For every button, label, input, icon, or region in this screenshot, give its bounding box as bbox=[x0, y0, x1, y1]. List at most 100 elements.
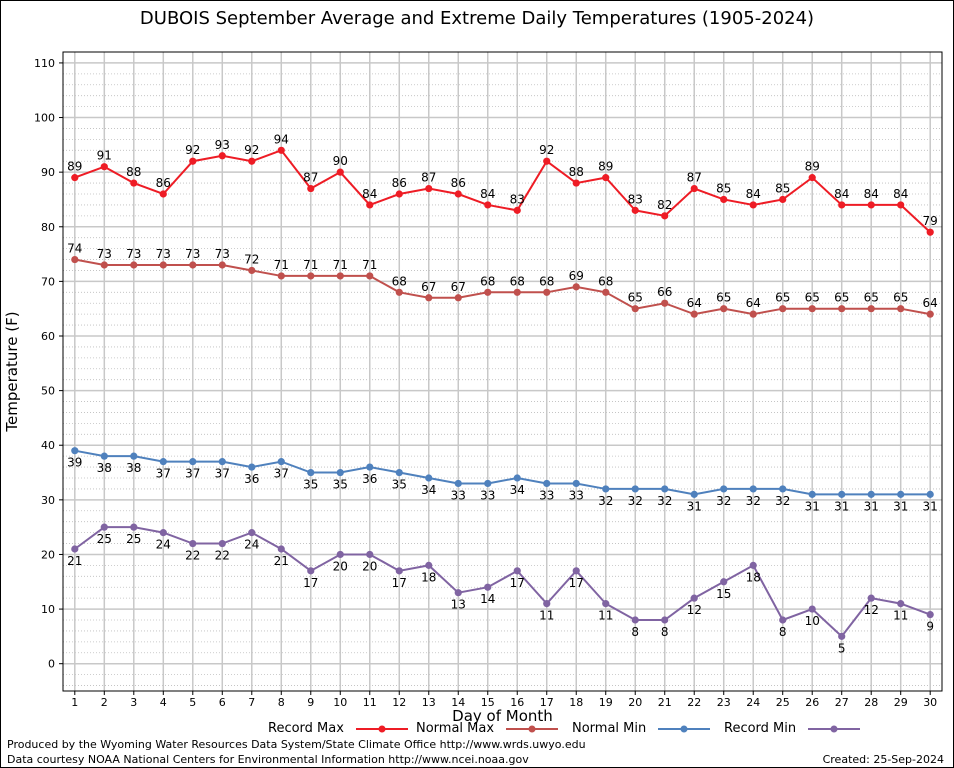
data-label: 83 bbox=[628, 192, 643, 206]
data-label: 22 bbox=[185, 549, 200, 563]
data-label: 31 bbox=[834, 499, 849, 513]
x-tick-label: 3 bbox=[130, 696, 137, 709]
x-tick-label: 14 bbox=[451, 696, 465, 709]
x-tick-label: 16 bbox=[510, 696, 524, 709]
data-label: 68 bbox=[510, 274, 525, 288]
data-point bbox=[720, 305, 728, 313]
data-label: 33 bbox=[480, 488, 495, 502]
data-label: 25 bbox=[97, 532, 112, 546]
x-tick-label: 13 bbox=[422, 696, 436, 709]
data-label: 83 bbox=[510, 192, 525, 206]
data-label: 65 bbox=[834, 291, 849, 305]
data-label: 65 bbox=[864, 291, 879, 305]
data-point bbox=[838, 490, 846, 498]
data-label: 31 bbox=[923, 499, 938, 513]
data-point bbox=[395, 468, 403, 477]
data-label: 35 bbox=[303, 478, 318, 492]
x-tick-label: 21 bbox=[658, 696, 672, 709]
footer-produced-by: Produced by the Wyoming Water Resources … bbox=[7, 738, 586, 751]
y-tick-label: 80 bbox=[41, 221, 55, 234]
data-point bbox=[749, 201, 757, 209]
data-point bbox=[838, 632, 846, 640]
data-point bbox=[159, 458, 167, 466]
data-point bbox=[454, 294, 462, 302]
data-point bbox=[159, 261, 167, 269]
data-point bbox=[425, 474, 433, 482]
data-point bbox=[661, 485, 669, 493]
data-point bbox=[720, 195, 728, 204]
data-point bbox=[808, 490, 816, 498]
data-label: 92 bbox=[244, 143, 259, 157]
data-point bbox=[690, 594, 698, 602]
data-label: 33 bbox=[569, 488, 584, 502]
y-tick-label: 70 bbox=[41, 275, 55, 288]
x-tick-label: 28 bbox=[864, 696, 878, 709]
x-tick-label: 5 bbox=[189, 696, 196, 709]
data-point bbox=[749, 561, 757, 569]
y-tick-label: 100 bbox=[34, 112, 55, 125]
data-point bbox=[100, 452, 108, 460]
data-point bbox=[130, 261, 138, 269]
x-tick-label: 2 bbox=[101, 696, 108, 709]
data-label: 65 bbox=[893, 291, 908, 305]
data-label: 34 bbox=[421, 483, 436, 497]
data-point bbox=[425, 561, 433, 569]
data-label: 38 bbox=[97, 461, 112, 475]
data-point bbox=[543, 157, 551, 165]
data-label: 71 bbox=[303, 258, 318, 272]
series-line-normal-min bbox=[74, 449, 931, 496]
data-point bbox=[130, 523, 138, 531]
data-label: 11 bbox=[893, 609, 908, 623]
data-point bbox=[543, 600, 551, 608]
data-label: 94 bbox=[274, 132, 289, 146]
x-tick-label: 26 bbox=[805, 696, 819, 709]
data-point bbox=[336, 168, 344, 176]
legend-item-record-min: Record Min bbox=[724, 721, 861, 739]
data-point bbox=[218, 261, 226, 269]
data-label: 66 bbox=[657, 285, 672, 299]
data-point bbox=[867, 305, 875, 313]
data-label: 90 bbox=[333, 154, 348, 168]
data-label: 84 bbox=[362, 187, 377, 201]
data-label: 17 bbox=[392, 576, 407, 590]
data-label: 68 bbox=[480, 274, 495, 288]
data-point bbox=[71, 255, 79, 264]
data-point bbox=[248, 529, 256, 537]
data-point bbox=[690, 490, 698, 498]
data-label: 71 bbox=[362, 258, 377, 272]
data-label: 72 bbox=[244, 252, 259, 266]
data-point bbox=[366, 550, 374, 559]
data-label: 21 bbox=[274, 554, 289, 568]
x-tick-label: 12 bbox=[392, 696, 406, 709]
data-point bbox=[71, 447, 79, 455]
x-tick-label: 24 bbox=[746, 696, 760, 709]
data-point bbox=[277, 272, 285, 280]
data-label: 89 bbox=[598, 160, 613, 174]
data-label: 18 bbox=[746, 570, 761, 584]
data-point bbox=[484, 583, 492, 591]
series-line-record-min bbox=[74, 526, 931, 638]
data-point bbox=[749, 485, 757, 493]
data-label: 68 bbox=[539, 274, 554, 288]
legend-item-record-max: Record Max bbox=[268, 721, 409, 739]
data-point bbox=[661, 616, 669, 624]
data-label: 87 bbox=[687, 171, 702, 185]
data-label: 8 bbox=[661, 625, 669, 639]
data-point bbox=[572, 479, 580, 488]
data-label: 71 bbox=[333, 258, 348, 272]
data-label: 67 bbox=[451, 280, 466, 294]
data-point bbox=[779, 616, 787, 624]
data-label: 31 bbox=[805, 499, 820, 513]
data-label: 84 bbox=[480, 187, 495, 201]
data-label: 33 bbox=[451, 488, 466, 502]
legend-marker-icon bbox=[506, 725, 559, 732]
data-label: 9 bbox=[926, 620, 934, 634]
data-point bbox=[71, 174, 79, 182]
series-line-record-max bbox=[74, 149, 931, 233]
y-tick-label: 20 bbox=[41, 548, 55, 561]
data-point bbox=[897, 201, 905, 209]
data-label: 92 bbox=[539, 143, 554, 157]
series-record-min: 21 25 25 24 22 22 24 21 17 20 20 17 18 13 14 17 11 17 11 8 8… bbox=[67, 523, 934, 655]
data-point bbox=[572, 179, 580, 187]
data-label: 65 bbox=[775, 291, 790, 305]
